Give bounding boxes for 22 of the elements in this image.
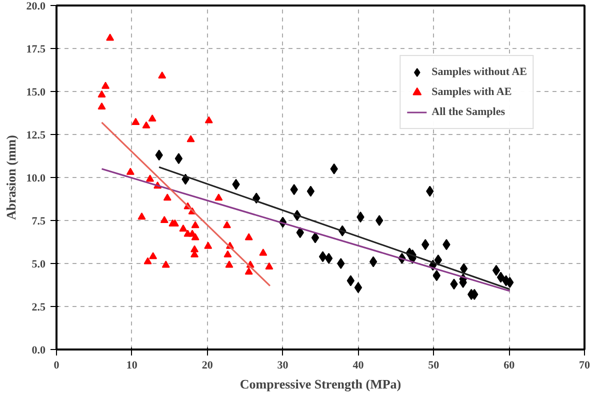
y-tick-label: 15.0	[26, 86, 46, 98]
legend-label: Samples with AE	[432, 86, 512, 98]
x-tick-label: 50	[428, 360, 440, 372]
y-tick-label: 12.5	[26, 130, 46, 142]
y-tick-label: 0.0	[32, 344, 46, 356]
y-axis-title: Abrasion (mm)	[3, 135, 18, 220]
x-tick-label: 30	[277, 360, 289, 372]
y-tick-label: 7.5	[32, 216, 46, 228]
y-tick-label: 17.5	[26, 44, 46, 56]
y-tick-label: 20.0	[26, 0, 46, 12]
x-tick-label: 0	[54, 360, 60, 372]
y-tick-label: 2.5	[32, 302, 46, 314]
legend-label: All the Samples	[432, 106, 505, 118]
y-tick-label: 5.0	[32, 258, 46, 270]
x-tick-label: 20	[202, 360, 214, 372]
y-tick-label: 10.0	[26, 172, 46, 184]
x-tick-label: 60	[504, 360, 516, 372]
x-tick-label: 40	[352, 360, 364, 372]
x-tick-label: 10	[126, 360, 138, 372]
legend-label: Samples without AE	[432, 66, 527, 78]
x-tick-label: 70	[579, 360, 590, 372]
x-axis-title: Compressive Strength (MPa)	[240, 376, 402, 392]
